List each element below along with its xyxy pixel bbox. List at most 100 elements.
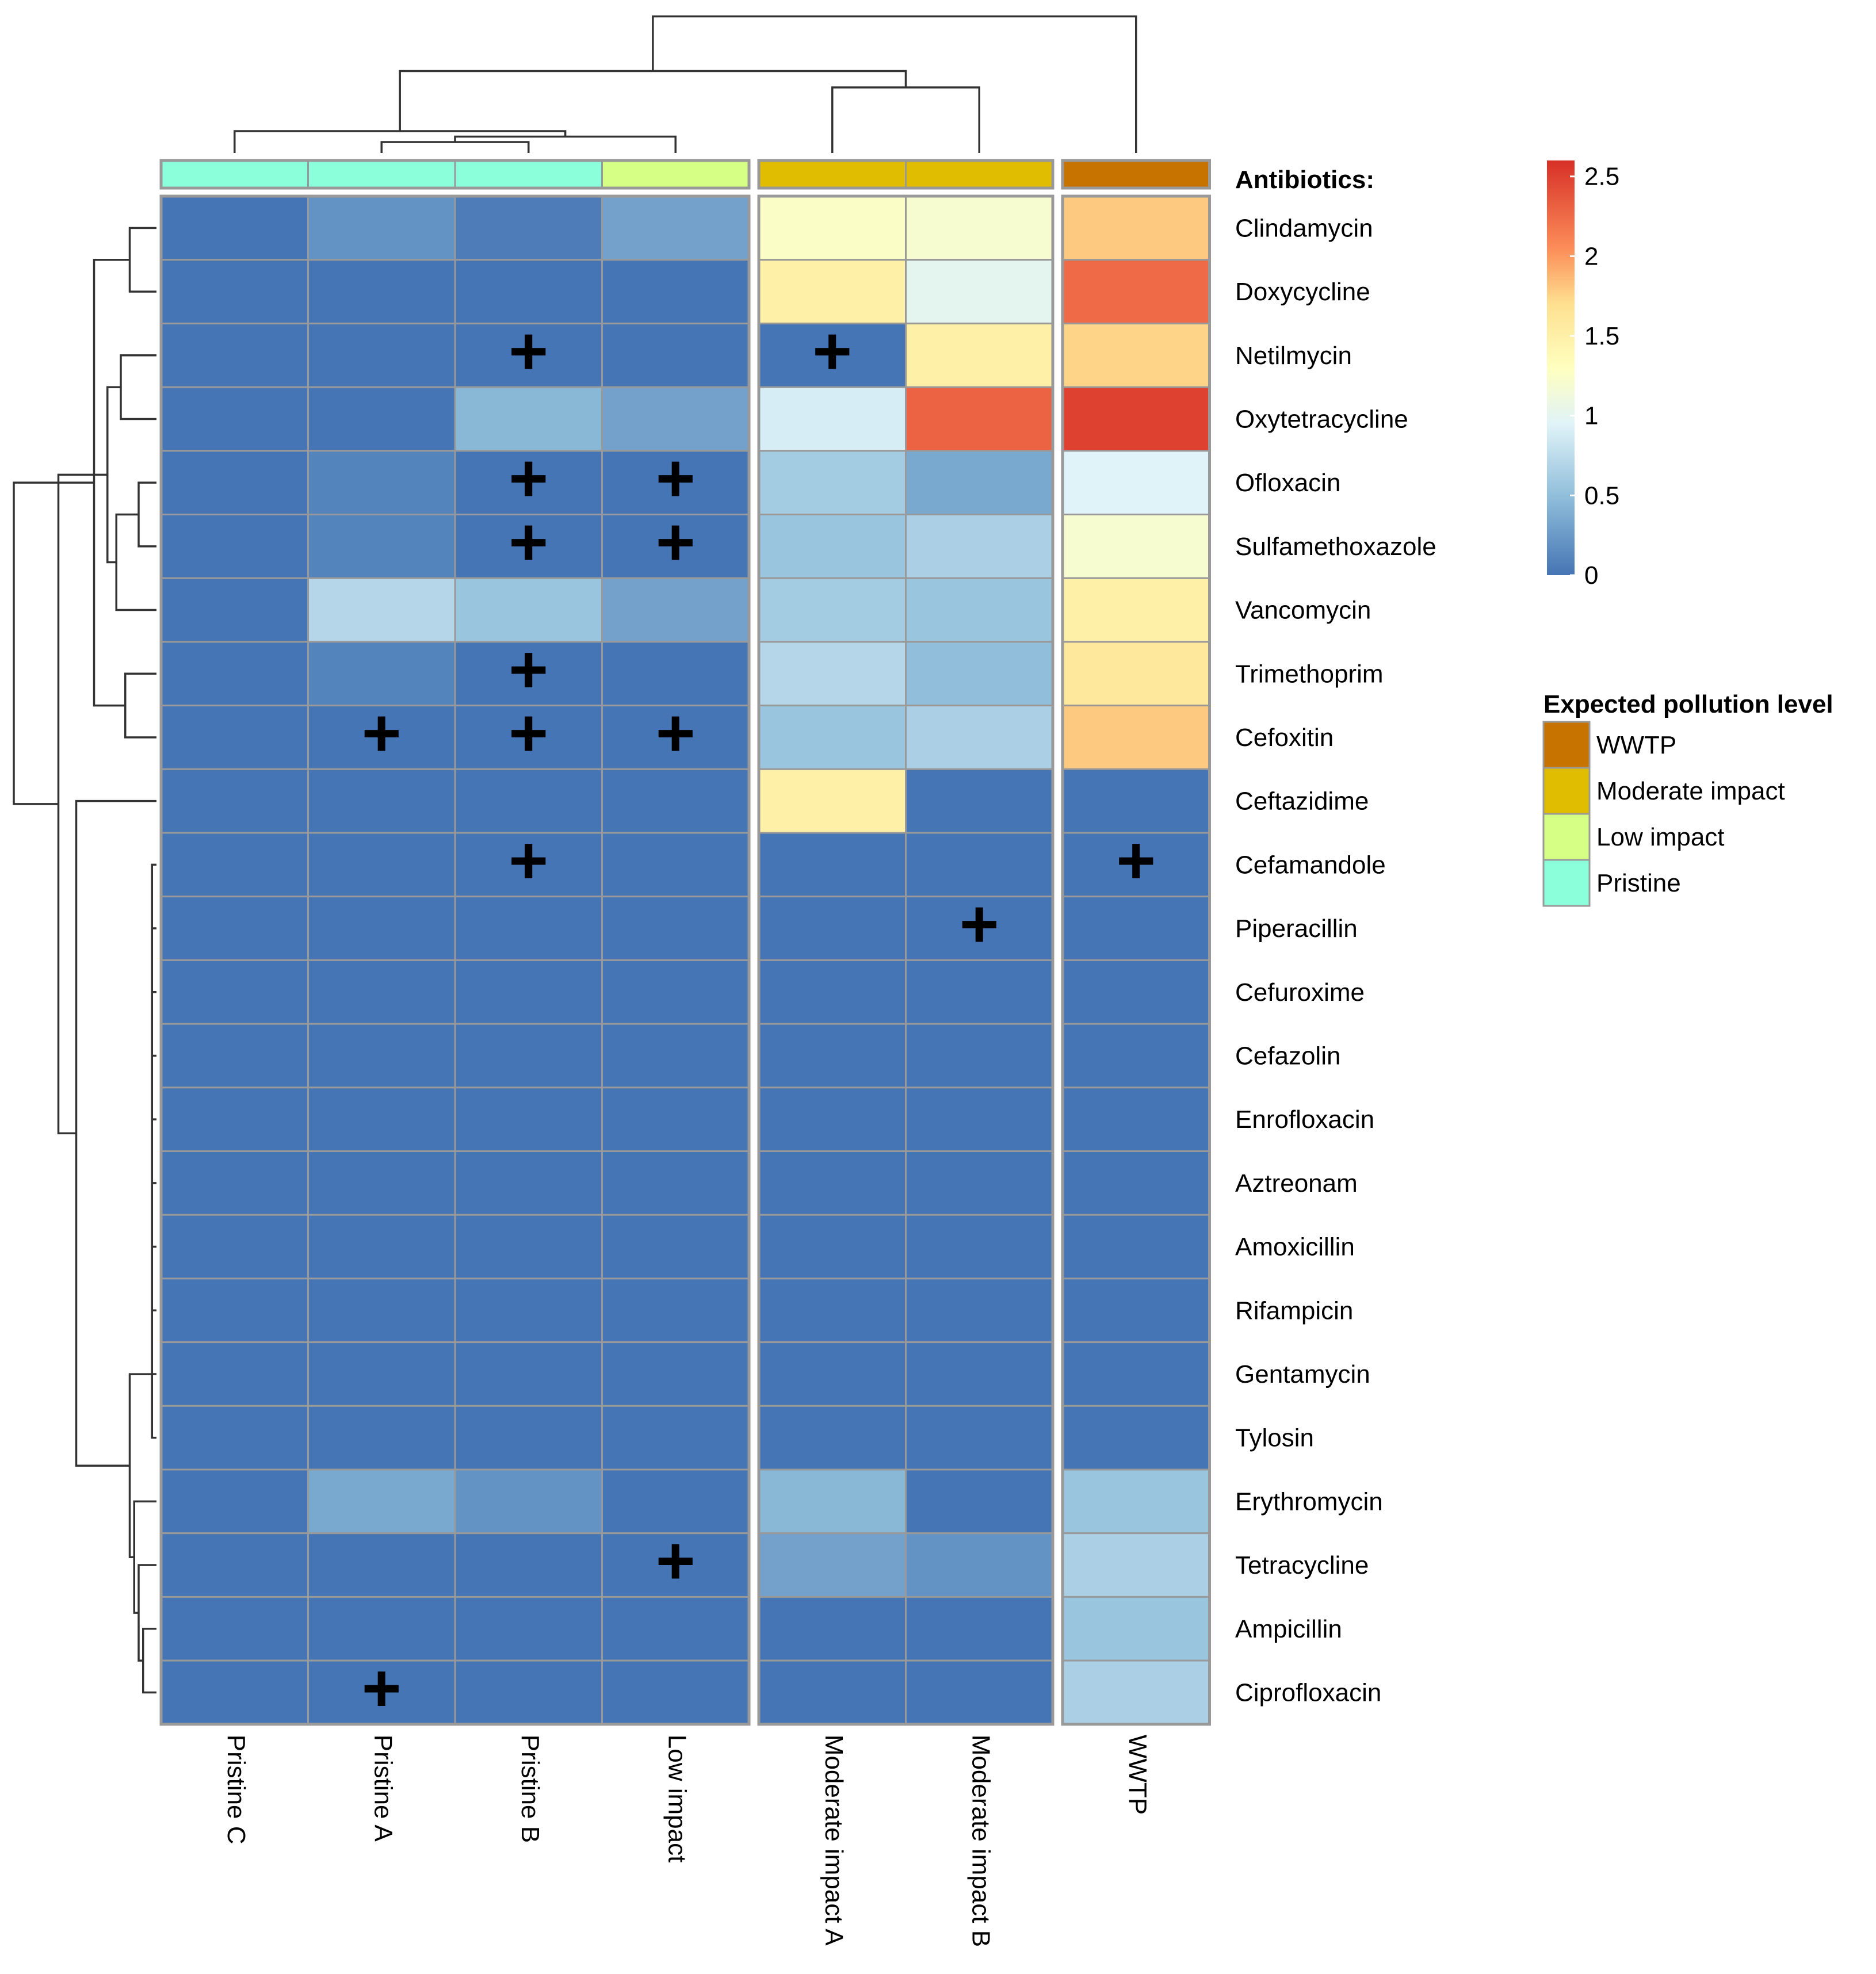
heatmap-cell xyxy=(160,577,309,643)
row-dendrogram-branch xyxy=(151,1310,156,1439)
column-label: Pristine B xyxy=(516,1735,544,1843)
heatmap-cell xyxy=(905,959,1054,1025)
heatmap-cell xyxy=(307,1532,456,1598)
heatmap-cell xyxy=(758,1341,907,1407)
heatmap-cell xyxy=(758,959,907,1025)
row-header-label: Antibiotics: xyxy=(1235,166,1374,194)
row-dendrogram-branch xyxy=(13,481,94,805)
heatmap-cell xyxy=(1061,1341,1210,1407)
heatmap-cell xyxy=(905,1341,1054,1407)
heatmap-cell xyxy=(160,768,309,834)
row-label: Trimethoprim xyxy=(1235,660,1384,688)
heatmap-cell xyxy=(307,259,456,324)
color-scale-tick-label: 0 xyxy=(1584,561,1598,590)
heatmap-cell xyxy=(1061,386,1210,452)
row-dendrogram-branch xyxy=(115,513,156,611)
heatmap-cell xyxy=(307,195,456,261)
annotation-cell xyxy=(758,159,907,189)
plus-marker: + xyxy=(960,886,999,962)
legend-swatch xyxy=(1542,721,1591,769)
plus-marker: + xyxy=(509,504,548,580)
heatmap-cell xyxy=(1061,450,1210,515)
row-label: Clindamycin xyxy=(1235,214,1373,242)
heatmap-cell xyxy=(758,1087,907,1153)
heatmap-cell xyxy=(160,386,309,452)
heatmap-cell xyxy=(905,1532,1054,1598)
legend-item-label: Low impact xyxy=(1596,823,1725,851)
heatmap-cell xyxy=(758,1596,907,1662)
heatmap-cell xyxy=(160,641,309,707)
heatmap-cell xyxy=(758,577,907,643)
heatmap-cell xyxy=(307,577,456,643)
heatmap-cell xyxy=(307,386,456,452)
row-dendrogram-branch xyxy=(120,354,156,420)
heatmap-cell xyxy=(307,896,456,961)
row-label: Oxytetracycline xyxy=(1235,405,1408,433)
row-label: Cefuroxime xyxy=(1235,978,1365,1007)
heatmap-cell xyxy=(160,705,309,770)
row-label: Cefoxitin xyxy=(1235,724,1334,752)
heatmap-cell xyxy=(758,1659,907,1726)
heatmap-cell xyxy=(1061,641,1210,707)
heatmap-cell xyxy=(307,832,456,898)
row-label: Piperacillin xyxy=(1235,915,1358,943)
heatmap-cell xyxy=(905,1023,1054,1089)
heatmap-cell xyxy=(905,386,1054,452)
row-label: Cefazolin xyxy=(1235,1042,1340,1070)
color-scale-bar xyxy=(1547,160,1575,575)
heatmap-cell xyxy=(758,1277,907,1344)
heatmap-cell xyxy=(601,577,750,643)
annotation-cell xyxy=(1061,159,1210,189)
annotation-cell xyxy=(307,159,456,189)
heatmap-cell xyxy=(307,1087,456,1153)
heatmap-cell xyxy=(905,195,1054,261)
legend-item-label: Moderate impact xyxy=(1596,777,1785,805)
annotation-cell xyxy=(905,159,1054,189)
heatmap-cell xyxy=(454,1341,603,1407)
row-dendrogram xyxy=(13,227,156,1694)
heatmap-cell xyxy=(160,832,309,898)
column-dendrogram-branch xyxy=(380,141,530,153)
heatmap-cell xyxy=(160,1214,309,1280)
heatmap-cell xyxy=(758,386,907,452)
row-dendrogram-branch xyxy=(106,386,121,564)
heatmap-cell xyxy=(454,1214,603,1280)
row-label: Vancomycin xyxy=(1235,596,1371,625)
row-dendrogram-branch xyxy=(124,672,156,739)
heatmap-cell xyxy=(454,1596,603,1662)
heatmap-cell xyxy=(601,195,750,261)
row-label: Netilmycin xyxy=(1235,342,1352,370)
row-label: Ciprofloxacin xyxy=(1235,1678,1381,1707)
row-label: Tylosin xyxy=(1235,1424,1314,1452)
heatmap-cell xyxy=(307,322,456,388)
heatmap-cell xyxy=(758,705,907,770)
heatmap-cell xyxy=(601,1405,750,1471)
plus-marker: + xyxy=(362,695,402,771)
heatmap-cell xyxy=(601,1150,750,1216)
heatmap-cell xyxy=(758,1150,907,1216)
heatmap-cell xyxy=(1061,259,1210,324)
heatmap-cell xyxy=(454,1405,603,1471)
legend-item-label: WWTP xyxy=(1596,731,1676,759)
heatmap-cell xyxy=(454,577,603,643)
heatmap-cell xyxy=(454,1087,603,1153)
heatmap-cell xyxy=(160,1277,309,1344)
heatmap-cell xyxy=(1061,1023,1210,1089)
legend-swatch xyxy=(1542,767,1591,815)
heatmap-cell xyxy=(601,959,750,1025)
row-label: Rifampicin xyxy=(1235,1296,1353,1325)
heatmap-cell xyxy=(601,1596,750,1662)
plus-marker: + xyxy=(509,441,548,517)
heatmap-cell xyxy=(454,705,603,770)
heatmap-cell xyxy=(454,896,603,961)
plus-marker: + xyxy=(656,504,696,580)
heatmap-cell xyxy=(1061,959,1210,1025)
row-label: Ampicillin xyxy=(1235,1615,1342,1643)
heatmap-cell xyxy=(905,768,1054,834)
heatmap-cell xyxy=(1061,1150,1210,1216)
heatmap-cell xyxy=(160,1341,309,1407)
heatmap-cell xyxy=(307,450,456,515)
color-scale-legend: 0 0.5 1 1.5 2 2.5 xyxy=(1547,160,1619,590)
row-dendrogram-branch xyxy=(137,1564,156,1662)
